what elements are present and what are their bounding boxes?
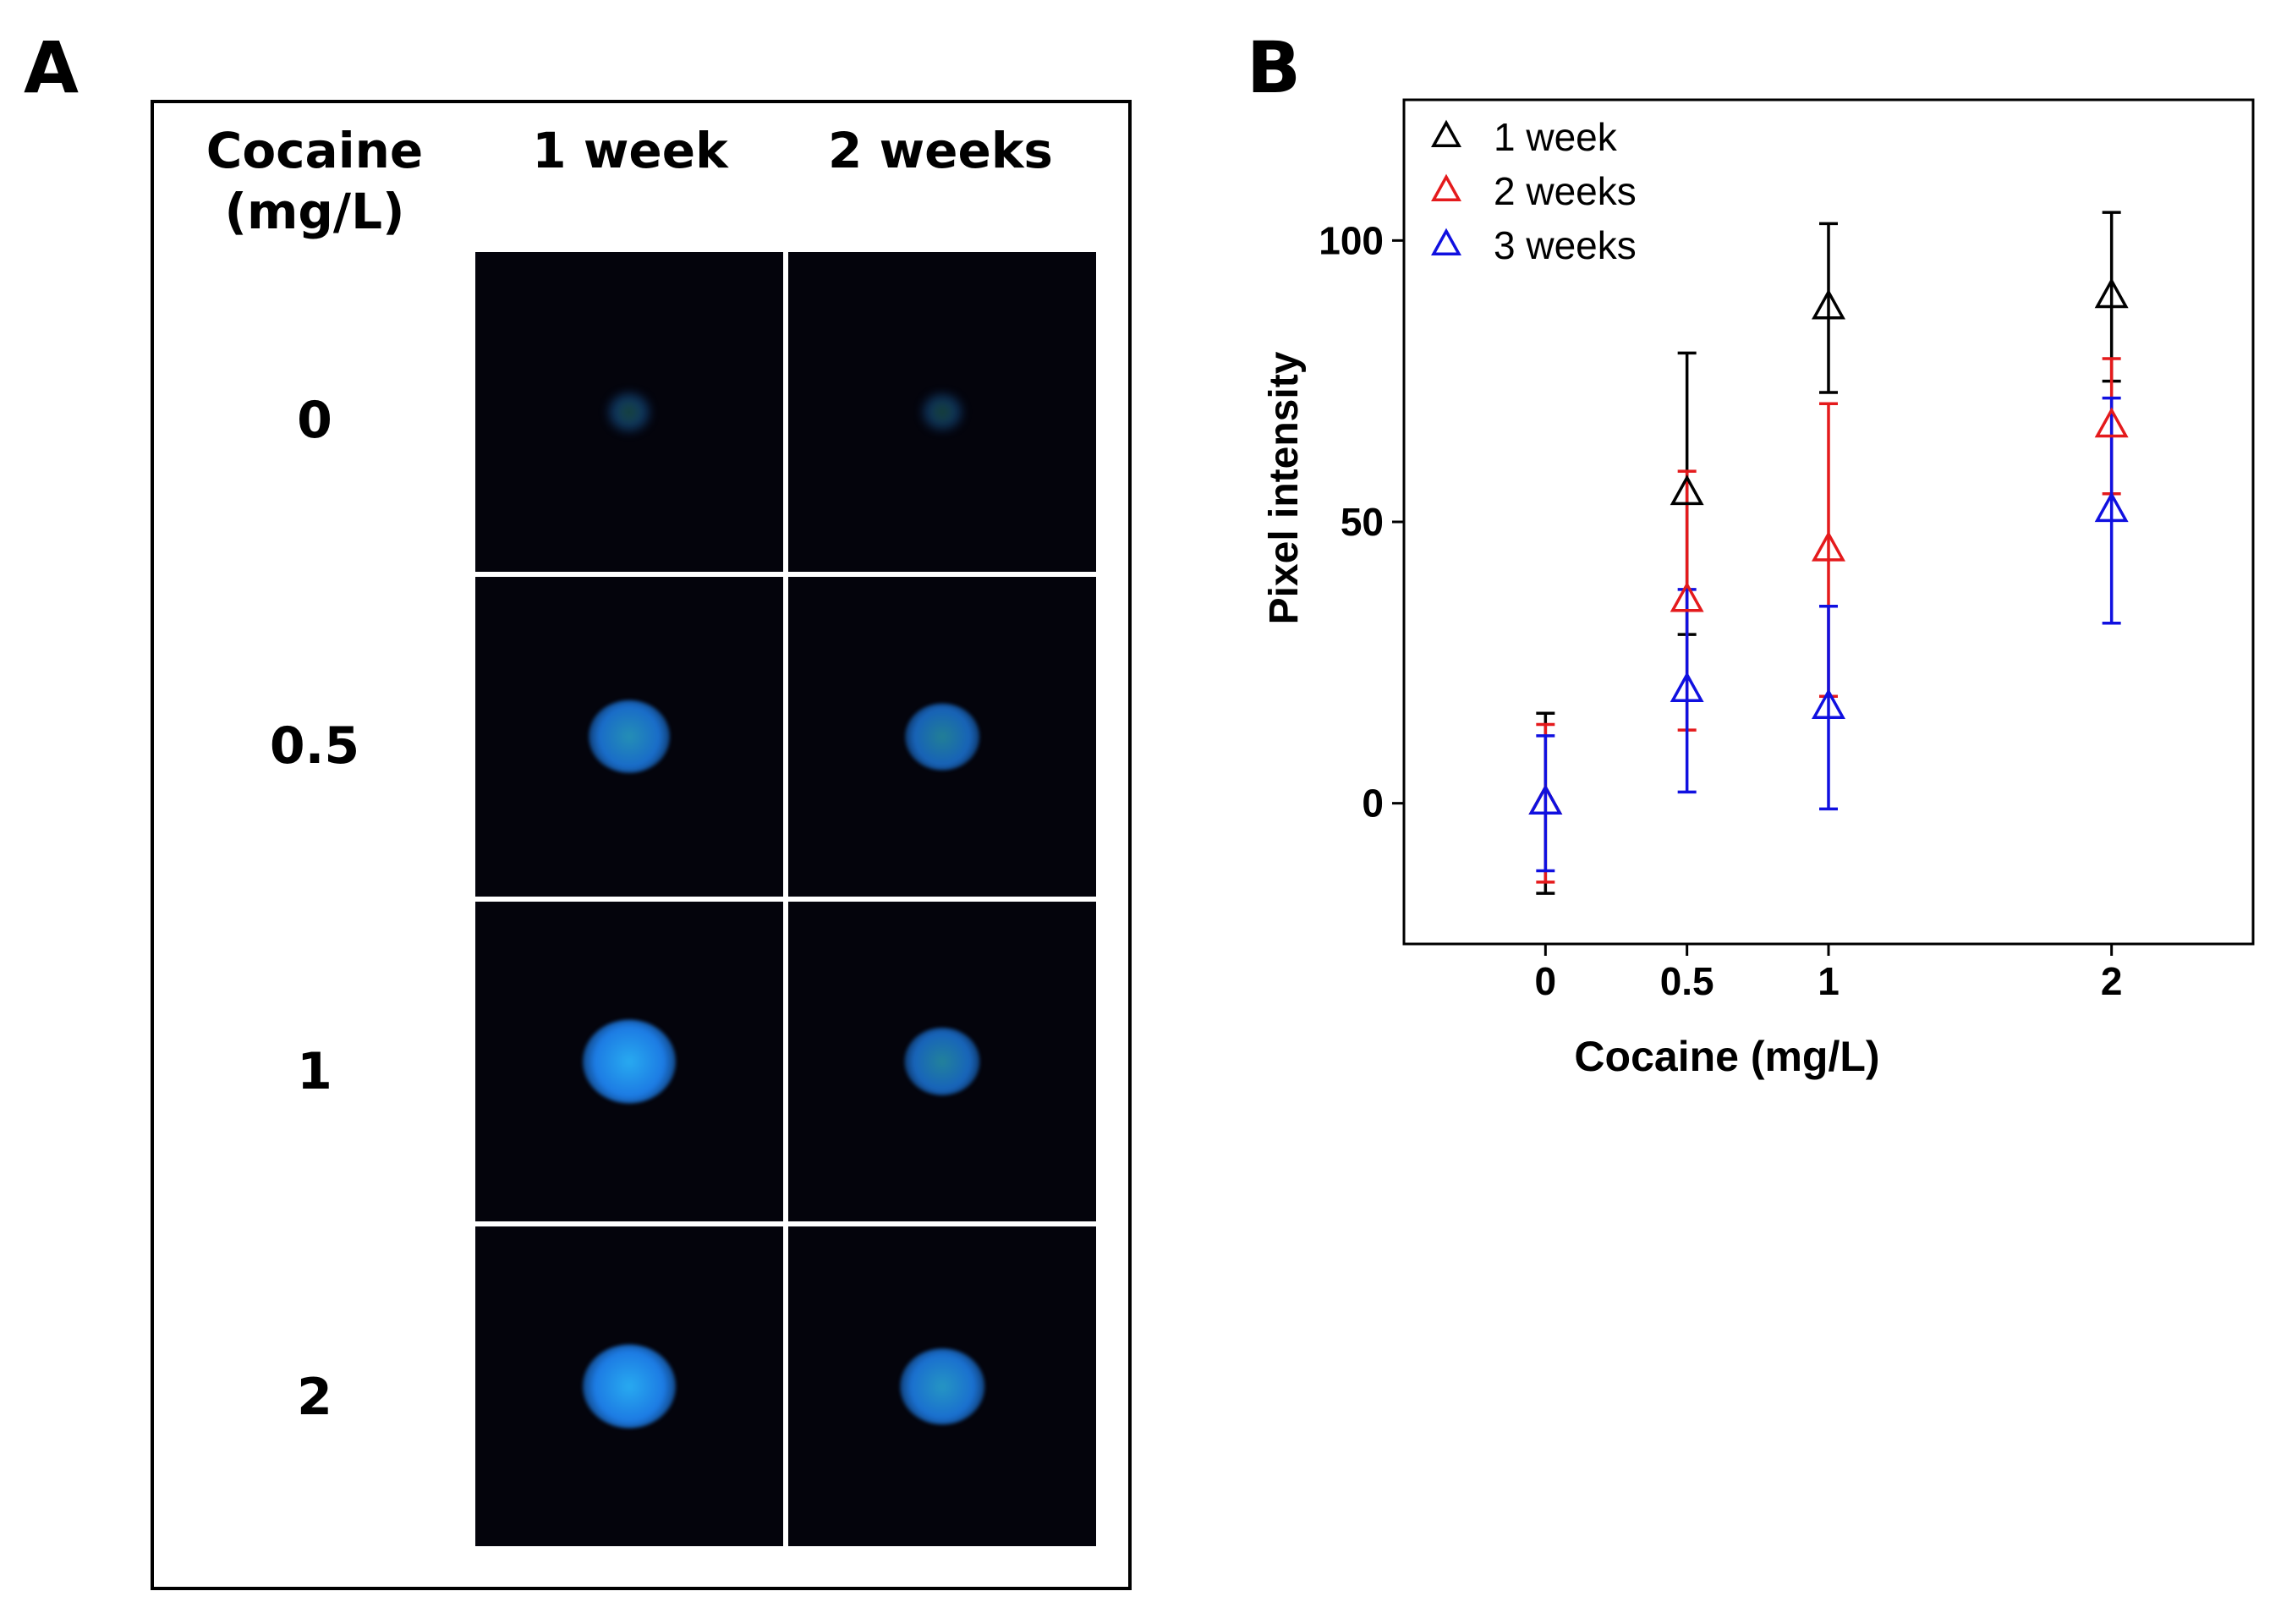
panel-a-image-grid: Cocaine (mg/L) 1 week 2 weeks 0 0.5 1 2 [151,100,1132,1590]
point-1-week [1812,288,1845,320]
point-1-week [2094,277,2129,309]
header-column-2-weeks: 2 weeks [828,122,1053,179]
image-cell-0.5-1-week [475,577,783,897]
image-cell-0-1-week [475,252,783,572]
x-tick-label: 2 [2101,959,2123,1003]
x-tick-label: 0.5 [1660,959,1714,1003]
image-cell-2-2-weeks [788,1226,1096,1546]
y-tick-label: 50 [1341,500,1384,544]
point-1-week [1670,475,1704,506]
fluorescent-spot [923,394,962,430]
row-label-0: 0 [297,391,332,450]
panel-a-letter: A [24,26,80,109]
fluorescent-spot [583,1019,676,1104]
fluorescent-spot [608,393,650,431]
header-cocaine-line2: (mg/L) [224,183,405,240]
legend-label: 1 week [1494,115,1618,159]
row-label-2: 2 [297,1368,332,1427]
header-cocaine: Cocaine (mg/L) [154,120,475,242]
x-axis-label: Cocaine (mg/L) [1574,1033,1879,1080]
fluorescence-image-grid [475,252,1096,1555]
legend-marker-2-weeks [1431,173,1461,202]
x-tick-label: 1 [1818,959,1840,1003]
y-tick-label: 0 [1362,782,1384,826]
image-cell-1-1-week [475,902,783,1221]
header-column-1-week: 1 week [532,122,728,179]
fluorescent-spot [900,1348,984,1424]
point-3-weeks [1812,688,1845,719]
y-tick-label: 100 [1319,218,1384,262]
legend-marker-1-week [1431,119,1461,148]
point-3-weeks [1528,784,1563,815]
panel-b-letter: B [1247,26,1302,109]
legend-label: 2 weeks [1494,169,1637,213]
row-label-1: 1 [297,1042,332,1101]
point-3-weeks [1670,672,1704,702]
point-2-weeks [1670,581,1704,612]
header-cocaine-line1: Cocaine [206,122,424,179]
fluorescent-spot [583,1344,676,1429]
image-cell-2-1-week [475,1226,783,1546]
fluorescent-spot [589,700,670,774]
point-2-weeks [2094,407,2129,438]
legend-marker-3-weeks [1431,228,1461,256]
point-2-weeks [1812,530,1845,562]
image-cell-0.5-2-weeks [788,577,1096,897]
x-tick-label: 0 [1535,959,1557,1003]
y-axis-label: Pixel intensity [1262,351,1307,624]
row-label-0.5: 0.5 [269,716,360,776]
fluorescent-spot [904,1027,980,1096]
point-3-weeks [2094,491,2129,523]
image-cell-1-2-weeks [788,902,1096,1221]
legend-label: 3 weeks [1494,223,1637,267]
image-cell-0-2-weeks [788,252,1096,572]
fluorescent-spot [905,703,979,771]
